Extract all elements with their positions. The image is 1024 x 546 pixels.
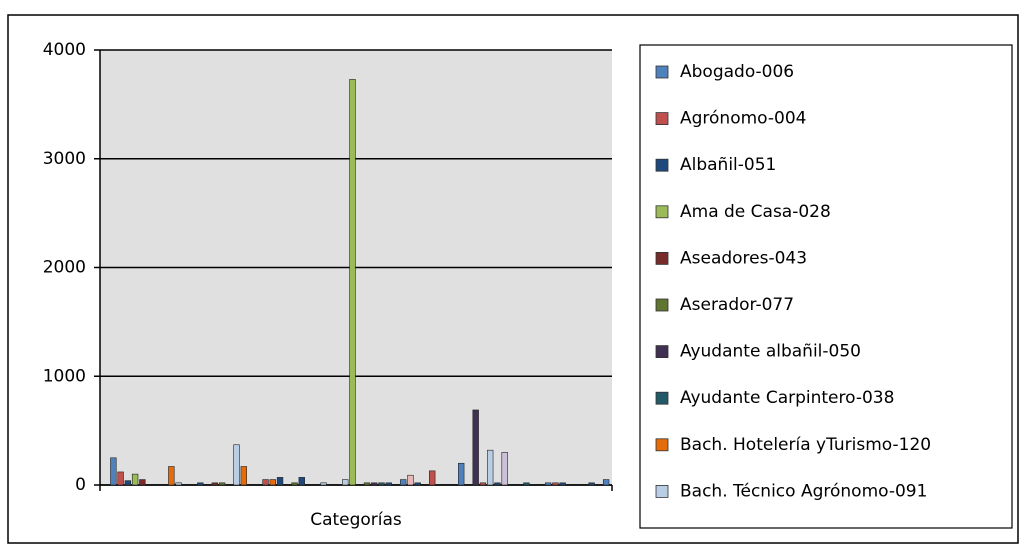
bar <box>371 482 378 486</box>
legend-swatch <box>655 391 669 405</box>
legend-label: Ama de Casa-028 <box>680 202 831 222</box>
y-tick-label: 4000 <box>43 40 86 60</box>
bar <box>588 482 595 486</box>
bar <box>378 482 385 486</box>
bar <box>602 479 610 486</box>
bar <box>218 482 226 486</box>
bar <box>131 473 139 486</box>
bar <box>276 477 284 486</box>
bar <box>385 482 392 486</box>
legend-label: Aseadores-043 <box>680 248 807 268</box>
legend-label: Aserador-077 <box>680 295 794 315</box>
legend-swatch <box>655 112 669 125</box>
y-tick-label: 3000 <box>43 149 86 169</box>
legend-label: Agrónomo-004 <box>680 109 806 129</box>
bar <box>552 482 559 486</box>
legend-swatch <box>655 484 669 498</box>
bar <box>458 462 465 486</box>
y-tick-label: 1000 <box>43 366 86 386</box>
legend-label: Bach. Hotelería yTurismo-120 <box>680 435 931 455</box>
bar <box>342 479 349 486</box>
legend-swatch <box>655 438 669 452</box>
bar <box>175 482 182 486</box>
bar <box>320 482 327 486</box>
legend-label: Ayudante Carpintero-038 <box>680 388 894 408</box>
bar <box>559 482 566 486</box>
legend-box <box>639 44 1013 529</box>
bar <box>124 480 132 486</box>
bar <box>494 482 501 486</box>
bar <box>349 79 356 486</box>
bar <box>110 457 117 486</box>
bar <box>233 444 240 486</box>
legend-label: Bach. Técnico Agrónomo-091 <box>680 481 927 501</box>
legend-swatch <box>655 251 669 265</box>
bar <box>291 482 298 486</box>
bar <box>269 479 276 486</box>
bar <box>240 466 247 486</box>
bar <box>139 479 146 486</box>
legend-swatch <box>655 298 669 312</box>
bar <box>472 409 479 486</box>
bar <box>523 482 530 486</box>
bar <box>117 471 124 486</box>
legend-swatch <box>655 205 669 219</box>
bar <box>487 449 494 486</box>
y-tick-label: 0 <box>75 475 86 495</box>
bar <box>262 479 269 486</box>
legend-label: Abogado-006 <box>680 62 794 82</box>
legend-swatch <box>655 345 669 359</box>
bar <box>197 482 204 486</box>
bar <box>414 482 421 486</box>
x-axis-title: Categorías <box>310 510 402 530</box>
bar <box>501 452 508 486</box>
bar <box>407 474 414 486</box>
bar <box>429 470 436 486</box>
bar <box>479 482 487 486</box>
legend-swatch <box>655 65 669 79</box>
bar <box>400 479 407 486</box>
bar <box>298 477 305 486</box>
legend-label: Ayudante albañil-050 <box>680 342 861 362</box>
legend-swatch <box>655 158 669 172</box>
bar <box>211 482 218 486</box>
y-tick-label: 2000 <box>43 258 86 278</box>
legend-label: Albañil-051 <box>680 155 776 175</box>
bar <box>544 482 552 486</box>
bar <box>363 482 371 486</box>
bar <box>168 466 175 486</box>
